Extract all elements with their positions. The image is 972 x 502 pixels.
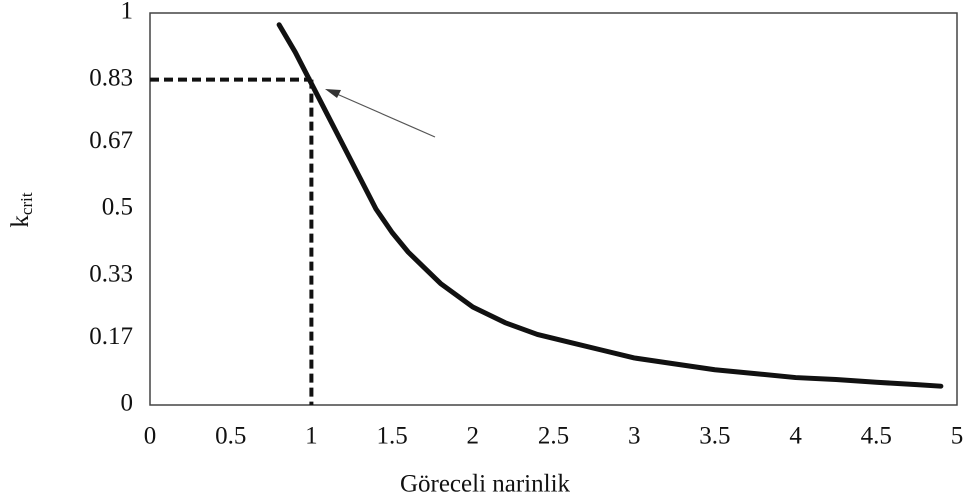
- y-tick-label: 0.17: [89, 323, 133, 350]
- y-tick-label: 0.33: [89, 260, 133, 287]
- x-tick-label: 1: [305, 423, 318, 450]
- y-label-main: k: [7, 215, 34, 228]
- x-tick-label: 5: [951, 423, 964, 450]
- x-tick-label: 0.5: [215, 423, 246, 450]
- y-tick-label: 0: [121, 390, 134, 417]
- x-tick-label: 3.5: [699, 423, 730, 450]
- x-tick-label: 3: [628, 423, 641, 450]
- arrow-head: [325, 89, 341, 98]
- y-tick-label: 1: [121, 0, 134, 25]
- y-tick-label: 0.5: [102, 194, 133, 221]
- x-tick-label: 2.5: [538, 423, 569, 450]
- x-tick-label: 1.5: [376, 423, 407, 450]
- x-tick-label: 0: [144, 423, 157, 450]
- y-axis-label: kcrit: [7, 192, 36, 227]
- y-label-sub: crit: [17, 192, 36, 215]
- x-tick-label: 4: [789, 423, 802, 450]
- plot-frame: [149, 12, 958, 406]
- x-tick-label: 2: [467, 423, 480, 450]
- arrow: [329, 90, 436, 138]
- x-axis-label: Göreceli narinlik: [400, 471, 571, 498]
- line-series: [276, 22, 944, 389]
- y-tick-label: 0.67: [89, 127, 133, 154]
- x-tick-label: 4.5: [861, 423, 892, 450]
- y-tick-label: 0.83: [89, 64, 133, 91]
